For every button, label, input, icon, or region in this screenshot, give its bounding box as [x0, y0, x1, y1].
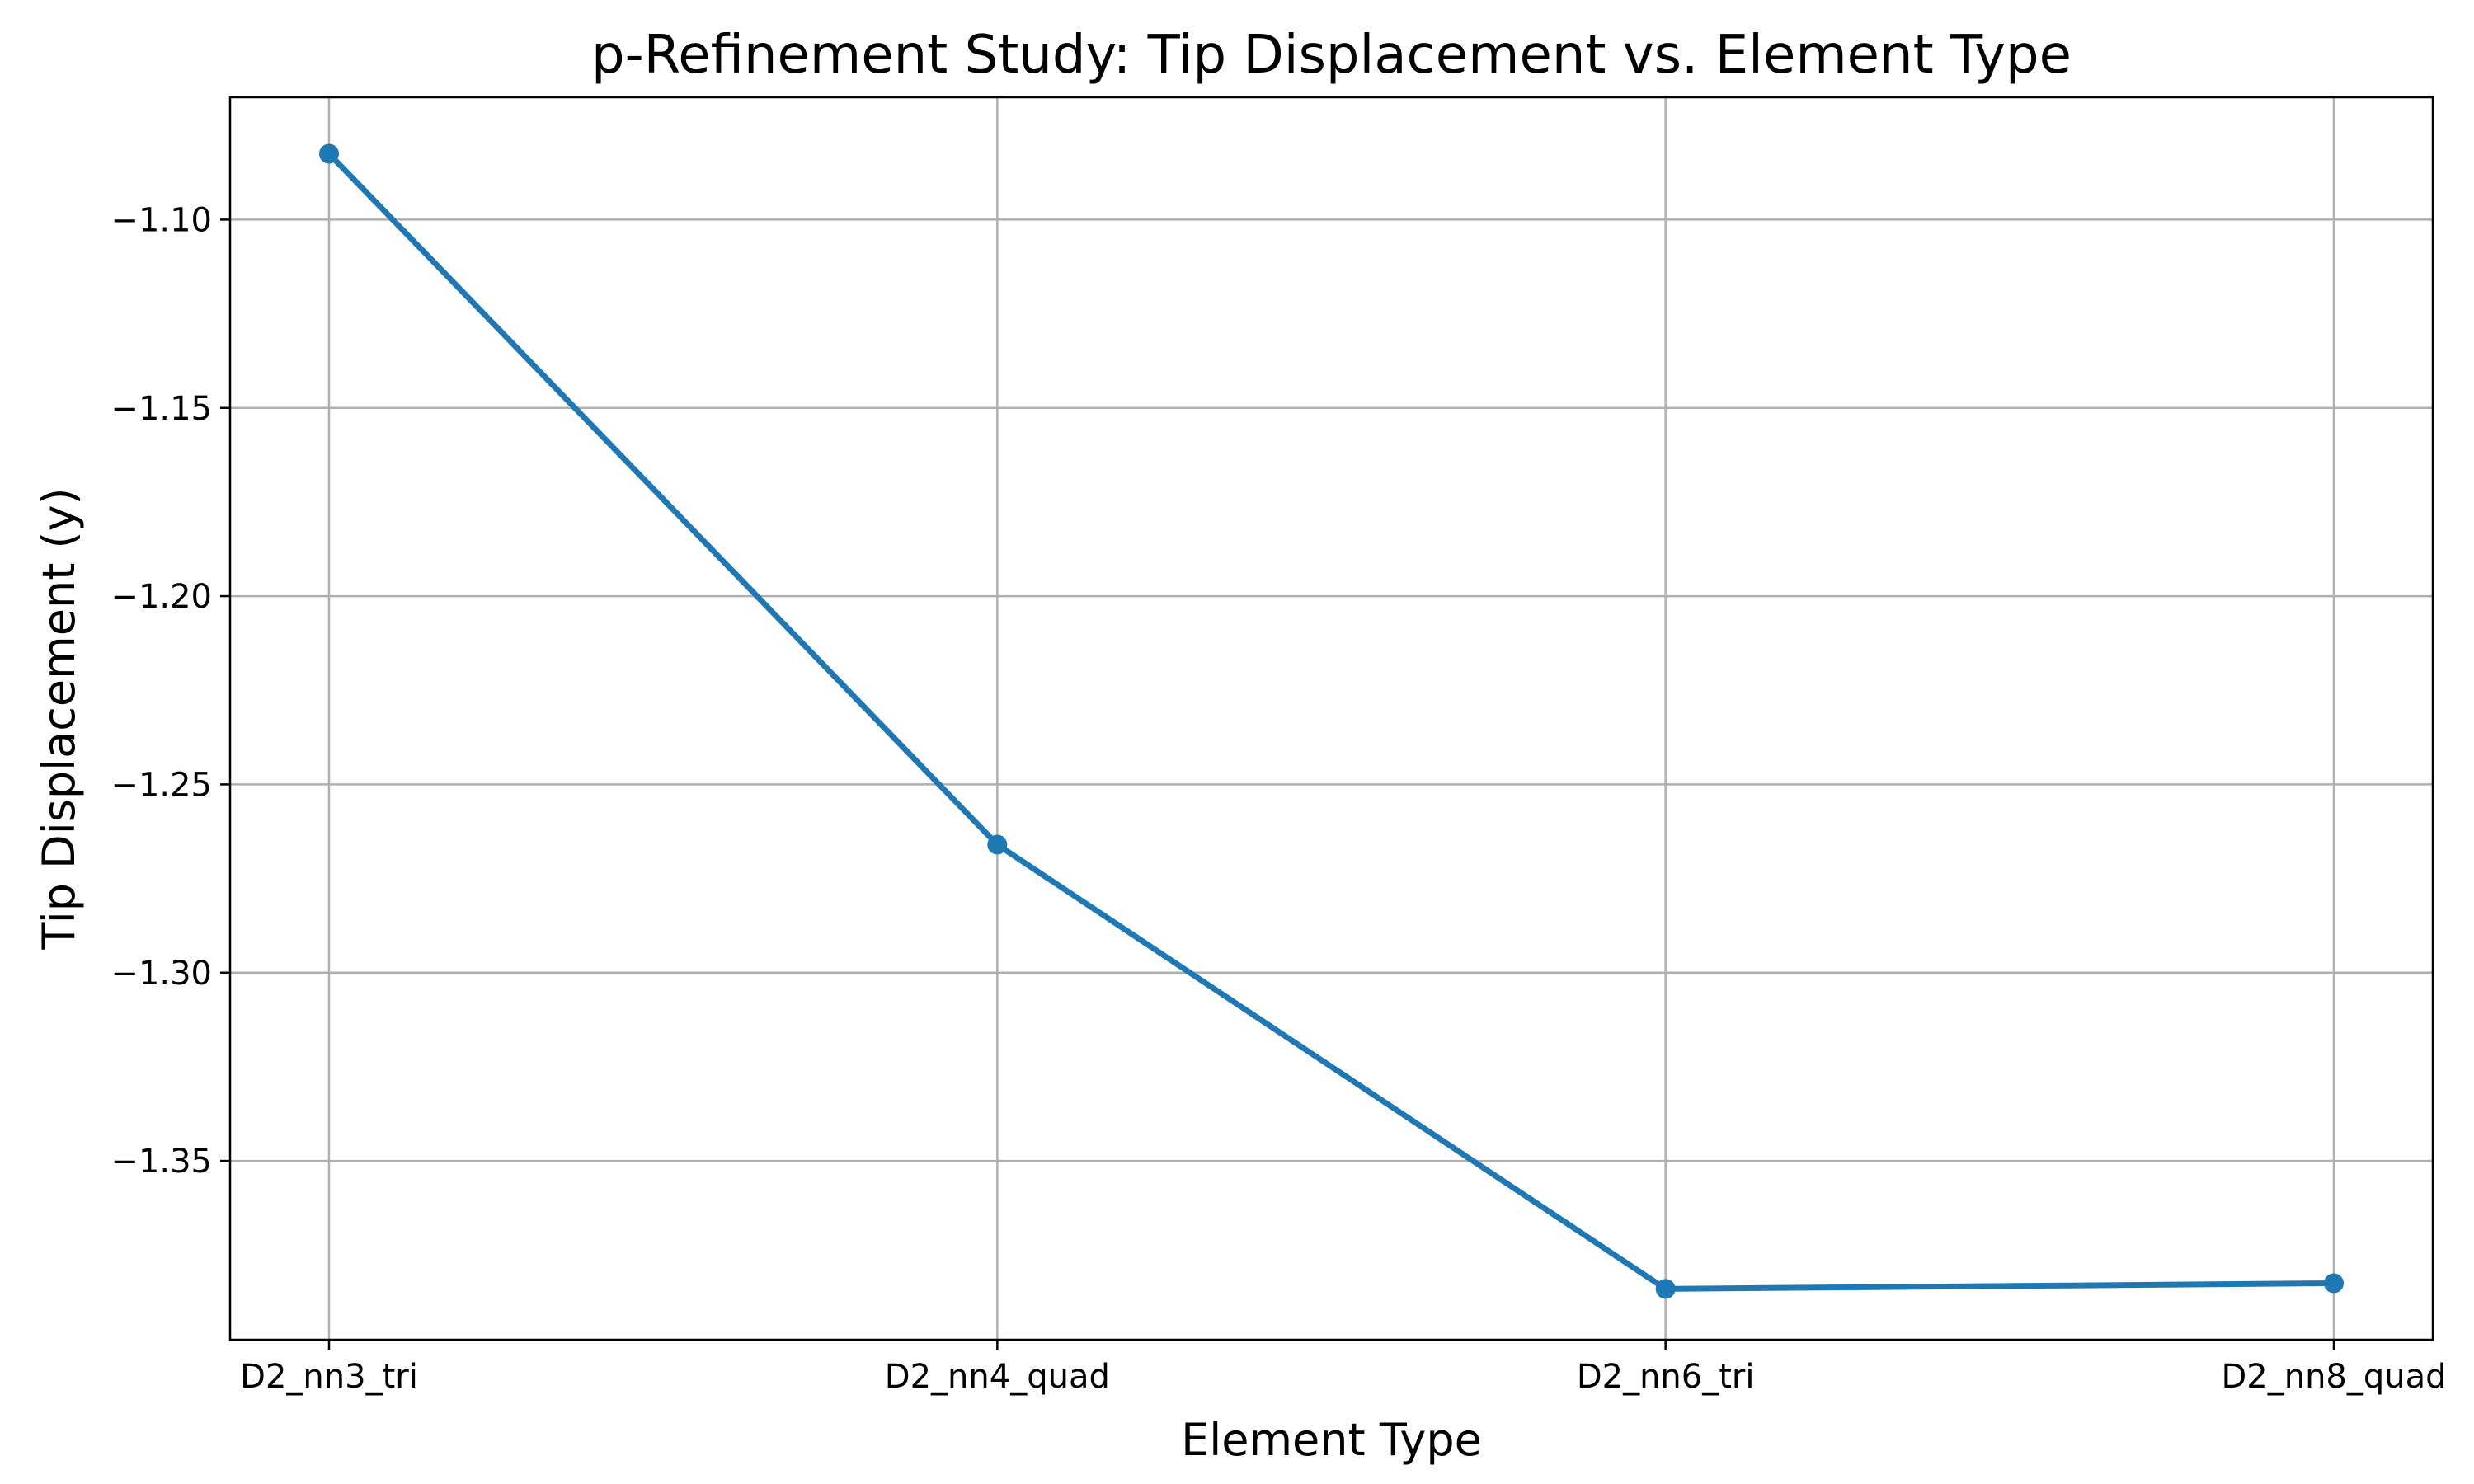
y-tick-label: −1.35 [111, 1143, 212, 1181]
data-point-D2_nn4_quad [987, 834, 1008, 855]
x-tick-label: D2_nn6_tri [1577, 1358, 1755, 1396]
plot-frame [228, 96, 2434, 1341]
x-tick-label: D2_nn4_quad [885, 1358, 1110, 1396]
grid-layer [230, 97, 2433, 1340]
chart-title: p-Refinement Study: Tip Displacement vs.… [591, 25, 2072, 86]
data-point-D2_nn8_quad [2324, 1273, 2344, 1294]
y-tick-label: −1.15 [111, 390, 212, 428]
series-layer [319, 143, 2344, 1299]
x-tick-label: D2_nn8_quad [2221, 1358, 2446, 1396]
ticks-layer: D2_nn3_tri D2_nn4_quad D2_nn6_tri D2_nn8_qu… [111, 201, 2446, 1396]
y-tick-label: −1.10 [111, 201, 212, 239]
y-tick-label: −1.25 [111, 766, 212, 804]
data-point-D2_nn3_tri [319, 143, 339, 164]
y-axis-label: Tip Displacement (y) [33, 487, 85, 950]
y-tick-label: −1.20 [111, 578, 212, 616]
series-line [326, 151, 2337, 1292]
x-axis-label: Element Type [1181, 1414, 1482, 1466]
y-tick-label: −1.30 [111, 955, 212, 993]
data-point-D2_nn6_tri [1655, 1279, 1676, 1299]
x-tick-label: D2_nn3_tri [240, 1358, 418, 1396]
